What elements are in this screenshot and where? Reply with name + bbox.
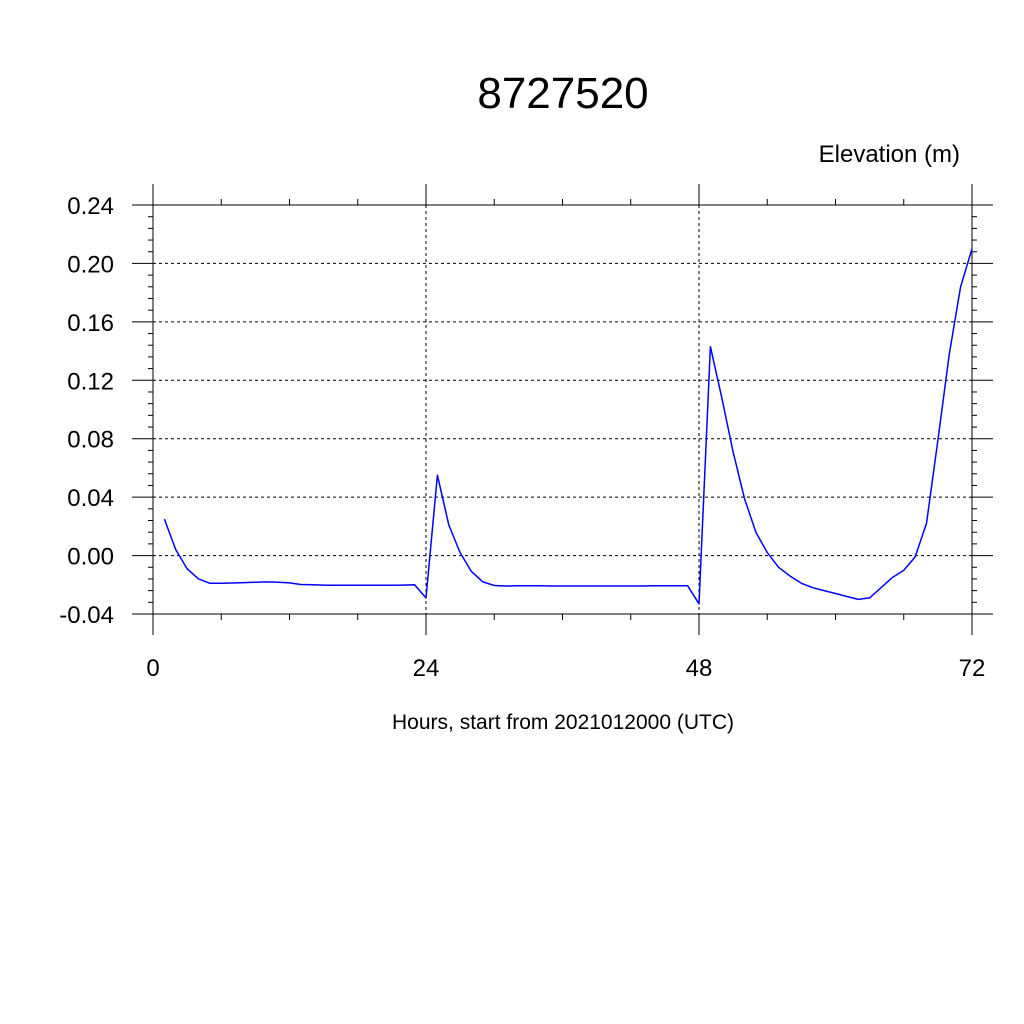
x-axis-label: Hours, start from 2021012000 (UTC) (392, 711, 734, 734)
series-group (163, 248, 973, 605)
y-tick-label: 0.24 (67, 193, 114, 220)
y-tick-label: 0.20 (67, 251, 114, 278)
x-tick-labels: 0 24 48 72 (146, 655, 985, 682)
chart-title: 8727520 (477, 69, 648, 118)
y-tick-label: -0.04 (59, 602, 114, 629)
x-tick-label: 0 (146, 655, 159, 682)
y-tick-labels: -0.04 0.00 0.04 0.08 0.12 0.16 0.20 0.24 (59, 193, 114, 629)
y-tick-label: 0.12 (67, 368, 114, 395)
grid (153, 204, 972, 615)
minor-ticks (148, 199, 977, 620)
x-tick-label: 48 (686, 655, 713, 682)
x-tick-label: 72 (959, 655, 986, 682)
y-tick-label: 0.00 (67, 544, 114, 571)
y-tick-label: 0.04 (67, 485, 114, 512)
series-line (163, 248, 973, 605)
y-tick-label: 0.16 (67, 310, 114, 337)
plot-frame (152, 204, 973, 615)
axes (132, 184, 993, 635)
x-tick-label: 24 (413, 655, 440, 682)
y-tick-label: 0.08 (67, 427, 114, 454)
y-axis-label: Elevation (m) (819, 141, 960, 168)
